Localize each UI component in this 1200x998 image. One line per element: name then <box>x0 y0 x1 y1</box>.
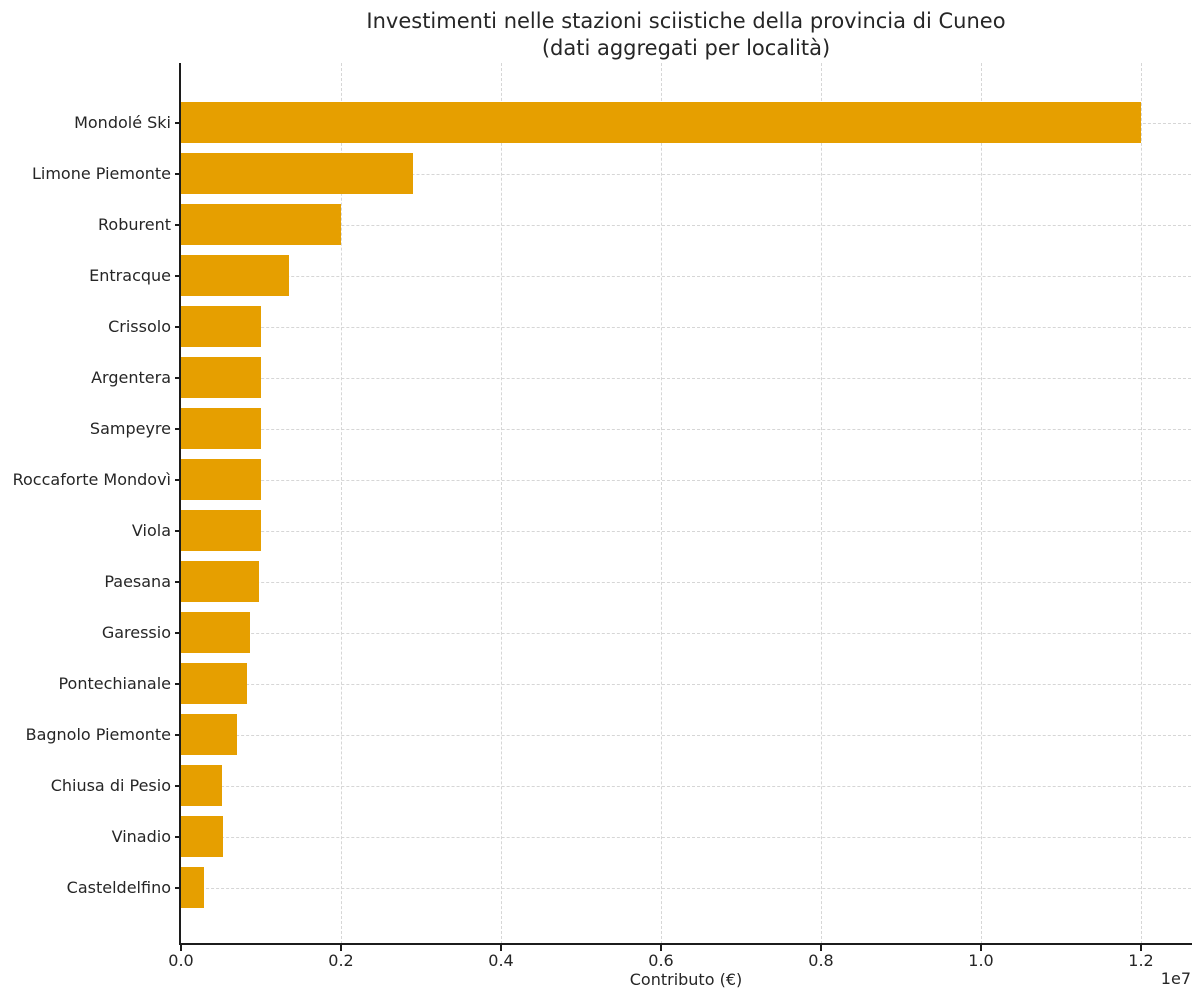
y-tick <box>175 631 181 634</box>
y-tick <box>175 172 181 175</box>
x-axis-offset-label: 1e7 <box>1160 969 1191 988</box>
bar-10 <box>181 612 250 653</box>
x-tick-label: 1.0 <box>968 951 994 970</box>
grid-line-horizontal <box>181 683 1191 685</box>
x-tick-label: 0.8 <box>808 951 834 970</box>
y-tick-label: Crissolo <box>108 316 171 336</box>
y-tick-label: Vinadio <box>111 826 171 846</box>
x-tick <box>660 945 662 951</box>
y-tick-label: Roburent <box>98 214 171 234</box>
grid-line-horizontal <box>181 530 1191 532</box>
x-tick <box>980 945 982 951</box>
chart-title-line2: (dati aggregati per località) <box>541 36 831 60</box>
y-axis-spine <box>179 63 181 945</box>
chart-title-line1: Investimenti nelle stazioni sciistiche d… <box>366 9 1006 33</box>
grid-line-horizontal <box>181 428 1191 430</box>
y-tick <box>175 580 181 583</box>
y-tick-label: Bagnolo Piemonte <box>25 724 171 744</box>
grid-line-horizontal <box>181 632 1191 634</box>
y-tick-label: Garessio <box>101 622 171 642</box>
y-tick-label: Roccaforte Mondovì <box>12 469 171 489</box>
x-tick <box>1140 945 1142 951</box>
x-tick <box>180 945 182 951</box>
y-tick-label: Entracque <box>89 265 171 285</box>
bar-12 <box>181 714 237 755</box>
y-tick-label: Viola <box>131 520 171 540</box>
x-tick-label: 0.0 <box>168 951 194 970</box>
grid-line-horizontal <box>181 479 1191 481</box>
grid-line-horizontal <box>181 734 1191 736</box>
grid-line-horizontal <box>181 887 1191 889</box>
grid-line-horizontal <box>181 224 1191 226</box>
bar-0 <box>181 102 1141 143</box>
y-tick <box>175 121 181 124</box>
y-tick <box>175 274 181 277</box>
y-tick <box>175 427 181 430</box>
x-tick <box>820 945 822 951</box>
bar-5 <box>181 357 261 398</box>
chart-title: Investimenti nelle stazioni sciistiche d… <box>181 8 1191 62</box>
y-tick <box>175 733 181 736</box>
y-tick-label: Paesana <box>104 571 171 591</box>
grid-line-horizontal <box>181 785 1191 787</box>
grid-line-horizontal <box>181 275 1191 277</box>
bar-6 <box>181 408 261 449</box>
grid-line-vertical <box>1141 63 1142 944</box>
y-tick-label: Casteldelfino <box>66 877 171 897</box>
y-tick <box>175 223 181 226</box>
grid-line-horizontal <box>181 377 1191 379</box>
y-tick-label: Mondolé Ski <box>74 112 171 132</box>
y-tick-label: Chiusa di Pesio <box>50 775 171 795</box>
grid-line-horizontal <box>181 173 1191 175</box>
y-tick <box>175 529 181 532</box>
bar-9 <box>181 561 259 602</box>
x-tick-label: 0.6 <box>648 951 674 970</box>
x-axis-label: Contributo (€) <box>629 970 743 989</box>
x-tick <box>340 945 342 951</box>
y-tick-label: Argentera <box>91 367 171 387</box>
bar-8 <box>181 510 261 551</box>
bar-2 <box>181 204 341 245</box>
grid-line-vertical <box>981 63 982 944</box>
y-tick-label: Limone Piemonte <box>31 163 171 183</box>
y-tick-label: Sampeyre <box>89 418 171 438</box>
bar-13 <box>181 765 222 806</box>
bar-14 <box>181 816 223 857</box>
bar-11 <box>181 663 247 704</box>
y-tick <box>175 784 181 787</box>
grid-line-horizontal <box>181 581 1191 583</box>
bar-4 <box>181 306 261 347</box>
y-tick <box>175 325 181 328</box>
y-tick <box>175 682 181 685</box>
y-tick <box>175 835 181 838</box>
x-tick <box>500 945 502 951</box>
grid-line-vertical <box>341 63 342 944</box>
x-tick-label: 1.2 <box>1128 951 1154 970</box>
y-tick <box>175 478 181 481</box>
y-tick <box>175 376 181 379</box>
grid-line-horizontal <box>181 326 1191 328</box>
grid-line-vertical <box>661 63 662 944</box>
grid-line-vertical <box>821 63 822 944</box>
grid-line-vertical <box>501 63 502 944</box>
bar-3 <box>181 255 289 296</box>
x-tick-label: 0.2 <box>328 951 354 970</box>
bar-15 <box>181 867 204 908</box>
y-tick <box>175 886 181 889</box>
x-tick-label: 0.4 <box>488 951 514 970</box>
grid-line-horizontal <box>181 836 1191 838</box>
bar-7 <box>181 459 261 500</box>
y-tick-label: Pontechianale <box>58 673 171 693</box>
plot-area: Mondolé Ski Limone Piemonte Roburent Entrac… <box>13 63 1191 944</box>
bar-1 <box>181 153 413 194</box>
x-axis-spine <box>179 943 1192 945</box>
